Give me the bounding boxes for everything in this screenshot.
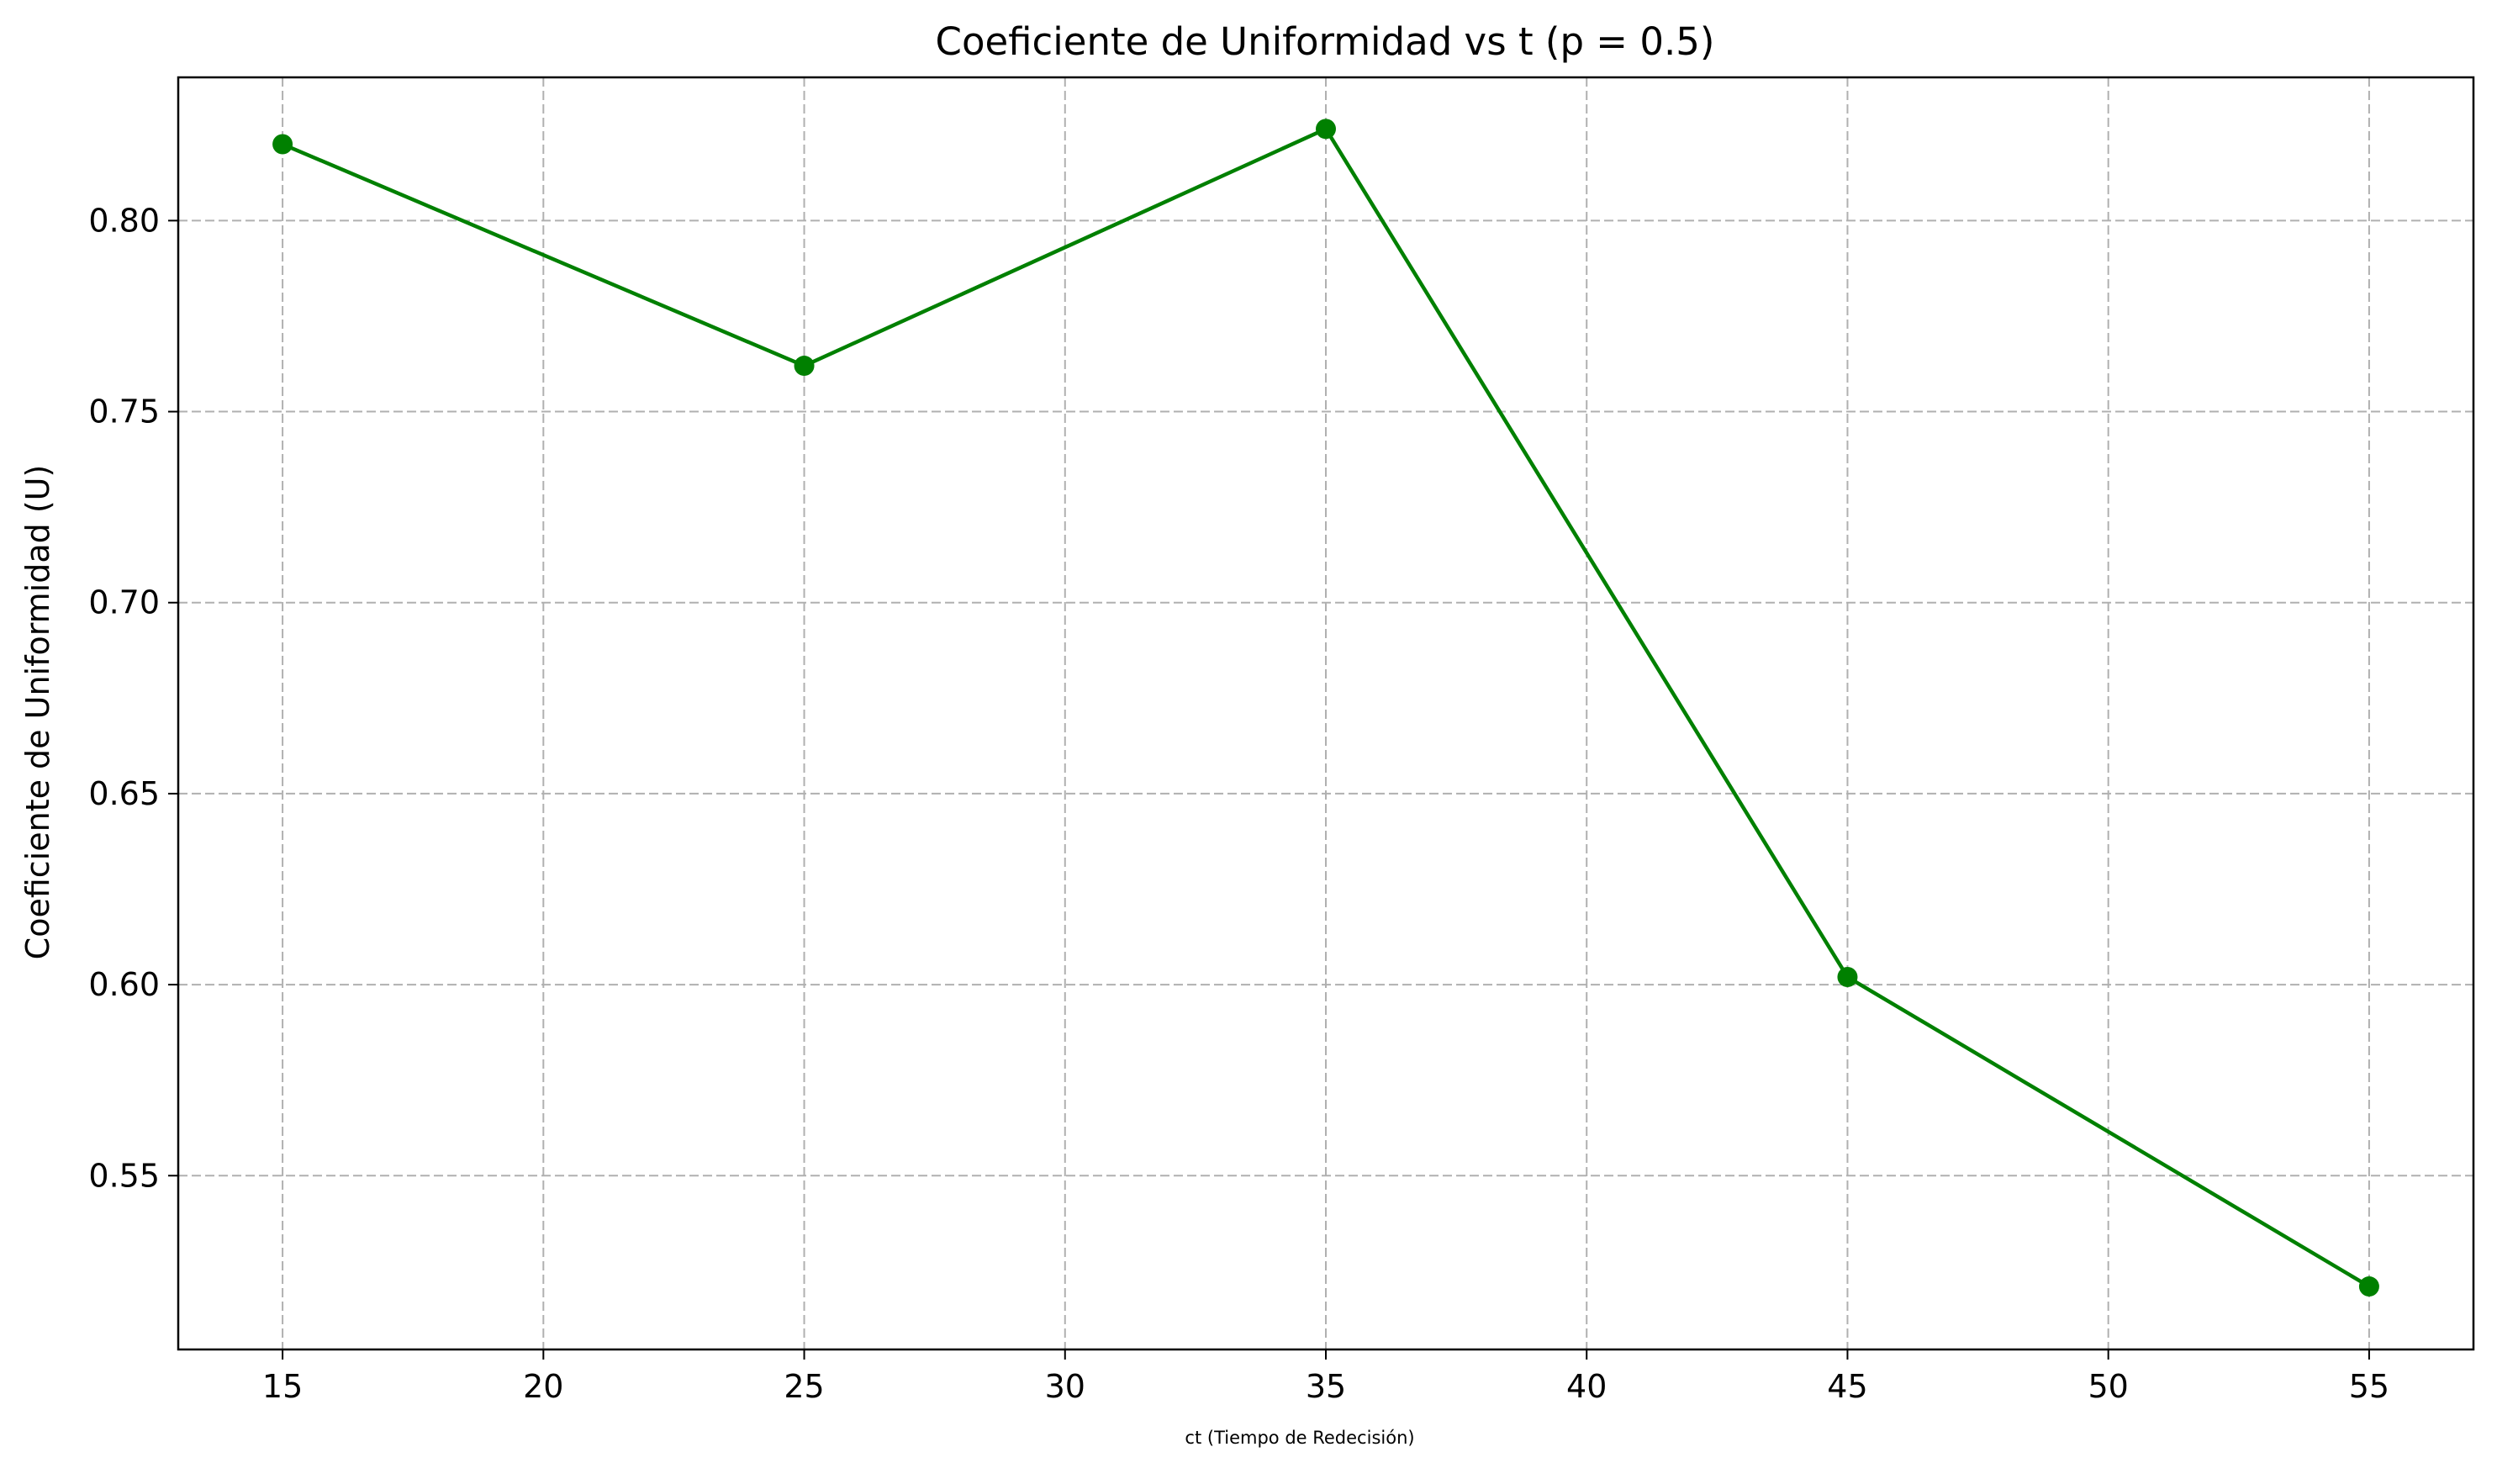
- x-axis-title: ct (Tiempo de Redecisión): [1185, 1428, 1414, 1448]
- x-tick-label: 15: [262, 1368, 303, 1405]
- y-axis: 0.55 0.60 0.65 0.70 0.75 0.80: [88, 202, 178, 1194]
- grid: [178, 77, 2473, 1349]
- y-tick-label: 0.70: [88, 584, 160, 621]
- y-tick-label: 0.65: [88, 775, 160, 812]
- data-point: [1837, 967, 1858, 988]
- y-tick-label: 0.75: [88, 393, 160, 430]
- y-tick-label: 0.80: [88, 202, 160, 239]
- x-tick-label: 20: [523, 1368, 563, 1405]
- x-tick-label: 40: [1566, 1368, 1607, 1405]
- series-layer: [272, 119, 2379, 1297]
- data-point: [794, 356, 815, 377]
- x-tick-label: 55: [2349, 1368, 2389, 1405]
- x-tick-label: 25: [784, 1368, 824, 1405]
- data-point: [2358, 1276, 2379, 1297]
- x-tick-label: 50: [2088, 1368, 2129, 1405]
- data-point: [272, 134, 293, 155]
- x-tick-label: 45: [1827, 1368, 1867, 1405]
- x-tick-label: 30: [1045, 1368, 1085, 1405]
- y-tick-label: 0.55: [88, 1157, 160, 1194]
- y-axis-title: Coeficiente de Uniformidad (U): [19, 465, 56, 960]
- data-point: [1316, 119, 1336, 140]
- y-tick-label: 0.60: [88, 966, 160, 1003]
- x-axis: 15 20 25 30 35 40 45 50 55: [262, 1349, 2389, 1405]
- x-tick-label: 35: [1306, 1368, 1346, 1405]
- chart-title: Coeficiente de Uniformidad vs t (p = 0.5…: [936, 19, 1715, 64]
